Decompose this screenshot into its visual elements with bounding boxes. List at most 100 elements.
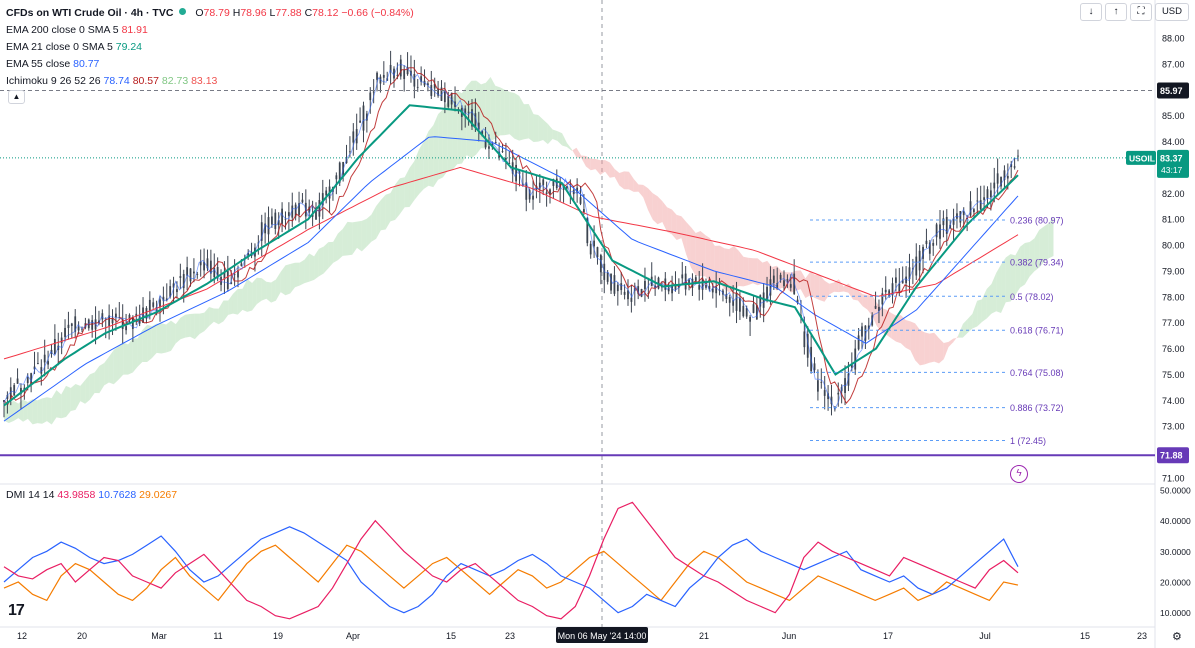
symbol-title[interactable]: CFDs on WTI Crude Oil · 4h · TVC: [6, 7, 174, 19]
candle-body: [206, 258, 209, 269]
ichimoku-cloud-segment: [939, 338, 944, 364]
candle-body: [813, 363, 816, 371]
ichimoku-cloud-segment: [56, 390, 62, 419]
indicator-value: 78.74: [103, 75, 130, 87]
candle-body: [53, 338, 56, 355]
candle-body: [905, 276, 907, 284]
candle-body: [667, 287, 670, 292]
collapse-legend-button[interactable]: ▲: [8, 90, 25, 104]
indicator-ema21[interactable]: EMA 21 close 0 SMA 5 79.24: [6, 39, 414, 56]
candle-body: [301, 199, 304, 203]
ichimoku-cloud-segment: [347, 221, 353, 256]
ichimoku-cloud-segment: [252, 277, 257, 311]
candle-body: [352, 131, 355, 143]
candle-body: [806, 333, 809, 358]
candle-body: [264, 223, 267, 234]
candle-body: [983, 197, 985, 200]
fullscreen-icon[interactable]: ⛶: [1129, 3, 1152, 21]
candle-body: [318, 200, 321, 217]
candle-body: [606, 272, 609, 282]
lightning-icon[interactable]: ϟ: [1010, 465, 1028, 483]
candle-body: [271, 216, 273, 225]
candle-body: [403, 69, 406, 80]
candle-body: [484, 140, 487, 148]
candle-body: [701, 278, 704, 290]
candle-body: [1003, 170, 1006, 181]
ichimoku-cloud-segment: [523, 103, 529, 140]
ichimoku-cloud-segment: [137, 330, 143, 367]
ichimoku-cloud-segment: [395, 178, 400, 220]
candle-body: [481, 131, 484, 135]
candle-body: [240, 263, 243, 266]
ichimoku-cloud-segment: [89, 372, 95, 400]
candle-body: [74, 316, 77, 332]
candle-body: [583, 209, 585, 213]
candle-body: [1010, 164, 1013, 168]
countdown-value: 43:17: [1161, 165, 1183, 175]
ichimoku-cloud-segment: [85, 374, 90, 404]
indicator-ema200[interactable]: EMA 200 close 0 SMA 5 81.91: [6, 22, 414, 39]
dmi-tick-label: 20.0000: [1160, 578, 1191, 588]
candle-body: [996, 173, 999, 184]
candle-body: [9, 387, 12, 400]
ichimoku-cloud-segment: [209, 307, 214, 326]
ichimoku-cloud-segment: [967, 313, 973, 333]
candle-body: [908, 267, 911, 280]
candle-body: [878, 306, 880, 311]
currency-button[interactable]: USD: [1154, 3, 1189, 21]
ichimoku-cloud-segment: [566, 142, 572, 151]
ichimoku-cloud-segment: [328, 241, 334, 269]
indicator-ema55[interactable]: EMA 55 close 80.77: [6, 56, 414, 73]
candle-body: [749, 316, 751, 322]
candle-body: [60, 337, 63, 344]
close-value: 78.12: [312, 7, 339, 19]
arrow-up-icon[interactable]: ↑: [1104, 3, 1127, 21]
ichimoku-cloud-segment: [142, 324, 148, 362]
candle-body: [973, 209, 975, 213]
price-tick-label: 87.00: [1162, 59, 1185, 69]
dmi-legend[interactable]: DMI 14 14 43.9858 10.7628 29.0267: [6, 489, 177, 501]
ichimoku-cloud-segment: [151, 323, 157, 359]
fib-level-label: 0.886 (73.72): [1010, 403, 1064, 413]
ichimoku-cloud-segment: [996, 264, 1002, 313]
candle-body: [169, 286, 172, 297]
price-tick-label: 84.00: [1162, 137, 1185, 147]
ichimoku-cloud-segment: [485, 76, 491, 149]
candle-body: [477, 122, 480, 130]
candle-body: [47, 361, 49, 365]
candle-body: [752, 304, 755, 313]
ichimoku-cloud-segment: [371, 206, 377, 242]
candle-body: [165, 298, 168, 301]
candle-body: [420, 76, 423, 82]
tradingview-logo[interactable]: 17: [8, 602, 25, 619]
ichimoku-cloud-segment: [94, 365, 100, 394]
indicator-ichimoku[interactable]: Ichimoku 9 26 52 26 78.74 80.57 82.73 83…: [6, 73, 414, 90]
candle-body: [745, 308, 748, 317]
support-line-value: 71.88: [1160, 451, 1183, 461]
candle-body: [447, 95, 450, 107]
ichimoku-cloud-segment: [204, 307, 210, 332]
ichimoku-cloud-segment: [1005, 254, 1011, 303]
ichimoku-cloud-segment: [404, 167, 410, 208]
open-label: O: [195, 7, 204, 19]
ichimoku-cloud-segment: [1034, 229, 1040, 272]
candle-body: [349, 151, 351, 153]
ichimoku-cloud-segment: [681, 216, 687, 255]
candle-body: [443, 91, 446, 103]
ichimoku-cloud-segment: [857, 290, 863, 307]
candle-body: [70, 323, 73, 326]
support-line-badge: [1157, 447, 1189, 464]
ichimoku-cloud-segment: [581, 155, 586, 167]
gear-icon: ⚙: [1172, 630, 1182, 643]
time-tick-label: 11: [213, 631, 222, 641]
ichimoku-cloud-segment: [934, 332, 940, 364]
ichimoku-cloud-segment: [943, 341, 949, 360]
dmi-tick-label: 40.0000: [1160, 516, 1191, 526]
candle-body: [847, 373, 850, 386]
time-tick-label: Apr: [346, 631, 360, 641]
ichimoku-cloud-segment: [676, 214, 682, 241]
fib-level-label: 0.764 (75.08): [1010, 368, 1064, 378]
indicator-label: Ichimoku 9 26 52 26: [6, 75, 101, 87]
arrow-down-icon[interactable]: ↓: [1079, 3, 1102, 21]
